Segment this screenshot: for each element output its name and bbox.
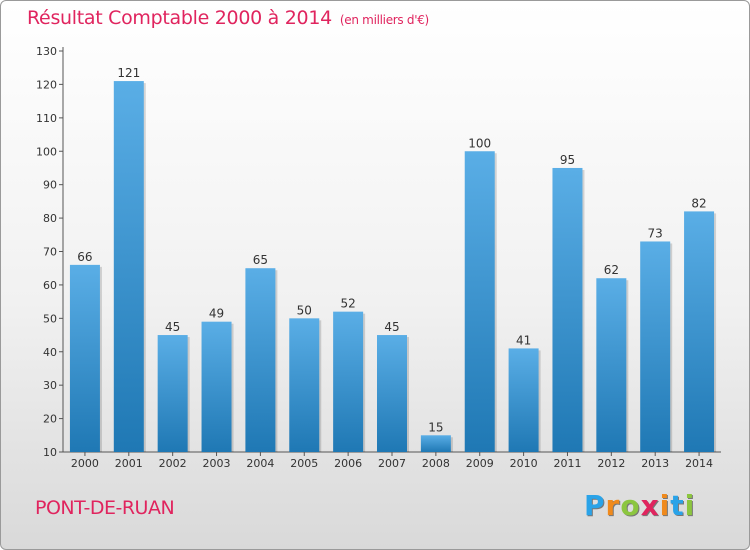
bar-2000 xyxy=(69,264,100,452)
x-tick-label: 2001 xyxy=(115,457,143,470)
value-label: 49 xyxy=(209,307,224,321)
bars xyxy=(69,81,717,453)
x-tick-label: 2012 xyxy=(597,457,625,470)
x-tick-label: 2009 xyxy=(466,457,494,470)
value-label: 73 xyxy=(648,226,663,240)
value-label: 65 xyxy=(253,253,268,267)
y-tick-label: 80 xyxy=(43,212,57,225)
y-tick-label: 60 xyxy=(43,279,57,292)
value-labels: 66 121 45 49 65 50 52 45 15 100 41 95 62 73 82 xyxy=(77,66,706,434)
logo-letter: o xyxy=(620,489,641,522)
logo-letter: i xyxy=(684,489,696,522)
logo-letter: t xyxy=(670,489,685,522)
value-label: 82 xyxy=(691,196,706,210)
value-label: 66 xyxy=(77,250,92,264)
bar-2004 xyxy=(245,268,276,452)
y-tick-label: 90 xyxy=(43,179,57,192)
chart-title-unit: (en milliers d'€) xyxy=(339,13,429,27)
y-tick-label: 40 xyxy=(43,346,57,359)
value-label: 121 xyxy=(117,66,140,80)
bar-2007 xyxy=(377,335,407,452)
proxiti-logo: Proxiti xyxy=(584,489,695,522)
logo-letter: r xyxy=(605,489,621,522)
x-tick-label: 2011 xyxy=(553,457,581,470)
bar-2014 xyxy=(684,211,715,452)
value-label: 95 xyxy=(560,153,575,167)
x-tick-label: 2013 xyxy=(641,457,669,470)
x-tick-label: 2004 xyxy=(246,457,274,470)
bar-2009 xyxy=(464,151,495,452)
logo-letter: x xyxy=(640,489,660,522)
y-tick-label: 100 xyxy=(36,145,57,158)
bar-2010 xyxy=(508,348,539,452)
y-tick-label: 110 xyxy=(36,112,57,125)
value-label: 50 xyxy=(297,303,312,317)
x-tick-label: 2002 xyxy=(159,457,187,470)
bar-2008 xyxy=(420,435,451,452)
bar-2012 xyxy=(596,278,627,452)
bar-2006 xyxy=(333,311,364,452)
bar-2013 xyxy=(640,241,671,452)
bar-2011 xyxy=(552,167,583,453)
y-tick-label: 120 xyxy=(36,78,57,91)
x-tick-label: 2007 xyxy=(378,457,406,470)
x-tick-label: 2003 xyxy=(203,457,231,470)
commune-name: PONT-DE-RUAN xyxy=(35,497,175,519)
y-tick-label: 20 xyxy=(43,413,57,426)
value-label: 62 xyxy=(604,263,619,277)
bar-2002 xyxy=(157,335,188,452)
x-tick-label: 2000 xyxy=(71,457,99,470)
value-label: 45 xyxy=(384,320,399,334)
x-tick-label: 2006 xyxy=(334,457,362,470)
bar-2005 xyxy=(289,318,320,452)
logo-letter: P xyxy=(584,489,606,522)
logo-letter: i xyxy=(659,489,671,522)
x-tick-label: 2008 xyxy=(422,457,450,470)
value-label: 15 xyxy=(428,420,443,434)
y-tick-label: 10 xyxy=(43,446,57,459)
chart-title-text: Résultat Comptable 2000 à 2014 xyxy=(27,7,332,29)
y-tick-label: 70 xyxy=(43,246,57,259)
y-tick-label: 50 xyxy=(43,312,57,325)
bar-2001 xyxy=(113,81,144,452)
value-label: 52 xyxy=(340,297,355,311)
bar-2003 xyxy=(201,321,232,452)
y-tick-label: 130 xyxy=(36,45,57,58)
x-tick-label: 2005 xyxy=(290,457,318,470)
value-label: 45 xyxy=(165,320,180,334)
x-tick-label: 2014 xyxy=(685,457,713,470)
y-tick-label: 30 xyxy=(43,379,57,392)
value-label: 100 xyxy=(468,136,491,150)
value-label: 41 xyxy=(516,333,531,347)
x-tick-label: 2010 xyxy=(510,457,538,470)
chart-title: Résultat Comptable 2000 à 2014 (en millie… xyxy=(27,7,429,29)
